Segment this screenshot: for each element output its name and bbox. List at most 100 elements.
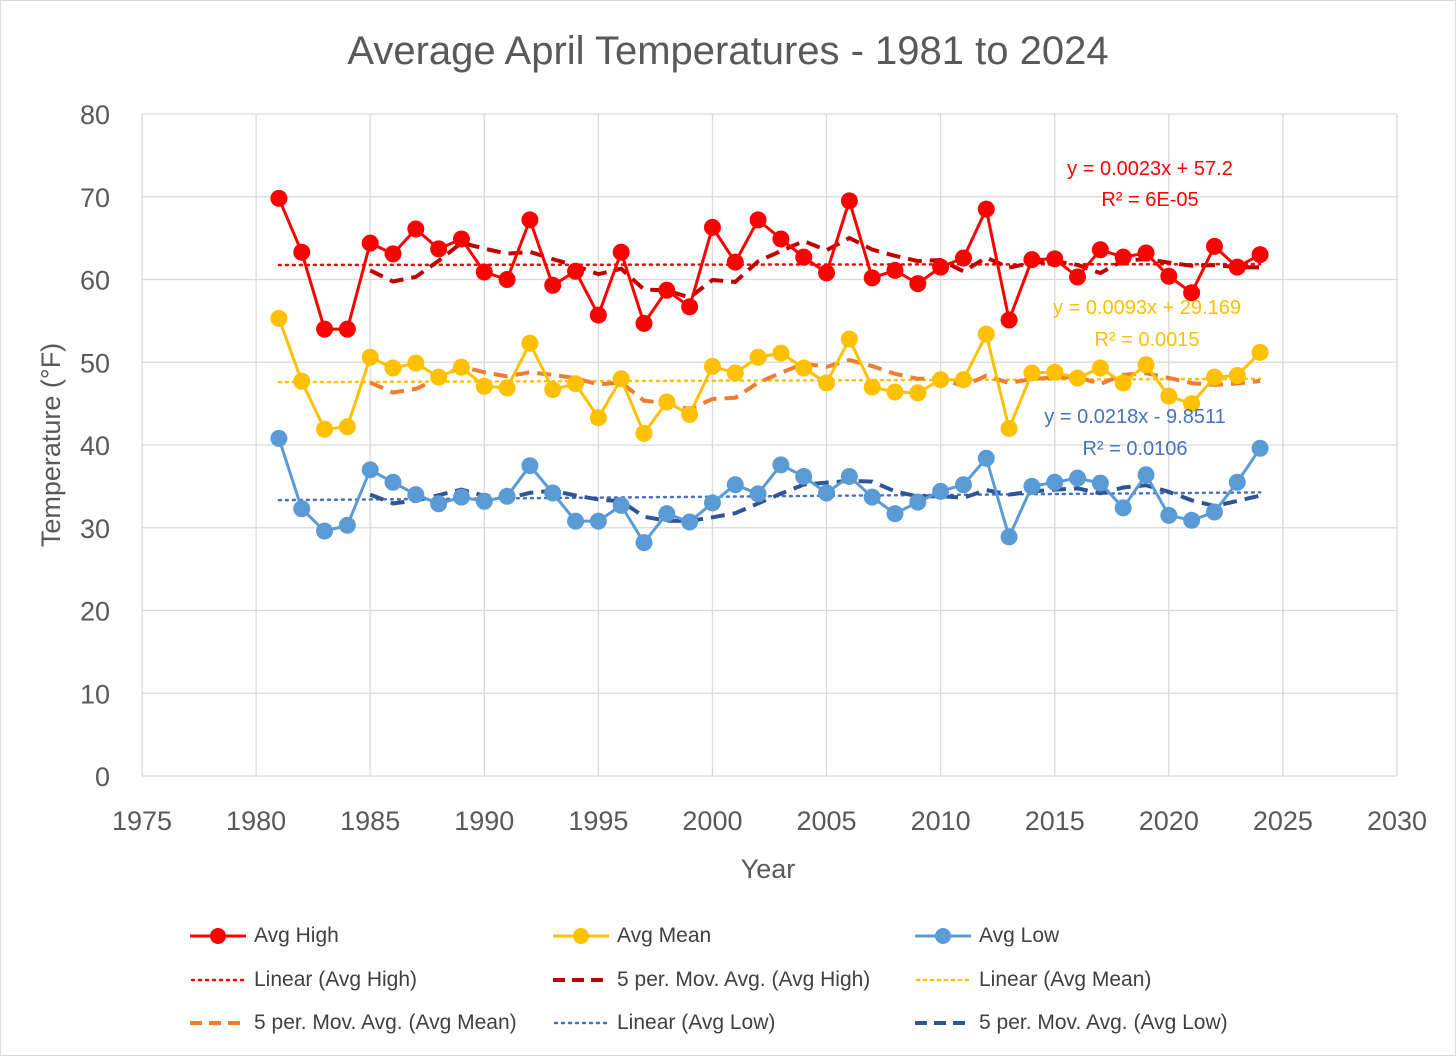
avg-low-point	[1183, 511, 1201, 529]
avg-mean-point	[1091, 359, 1109, 377]
avg-mean-point	[703, 357, 721, 375]
avg-mean-point	[1205, 368, 1223, 386]
x-tick-label: 1985	[340, 806, 400, 836]
avg-high-point	[430, 240, 448, 258]
avg-mean-point	[316, 420, 334, 438]
avg-low-point	[384, 473, 402, 491]
avg-low-point	[932, 482, 950, 500]
avg-mean-trend-equation: y = 0.0093x + 29.169	[1053, 297, 1241, 319]
x-tick-label: 2000	[682, 806, 742, 836]
avg-low-point	[567, 512, 585, 530]
avg-high-point	[407, 220, 425, 238]
avg-high-point	[818, 264, 836, 282]
avg-mean-trend-r2: R² = 0.0015	[1094, 329, 1199, 351]
avg-high-point	[726, 253, 744, 271]
avg-mean-point	[818, 374, 836, 392]
avg-mean-point	[407, 354, 425, 372]
avg-mean-point	[1114, 374, 1132, 392]
avg-high-point	[1205, 237, 1223, 255]
avg-high-point	[954, 249, 972, 267]
avg-high-moving-average-line	[369, 235, 1261, 300]
legend-item: Linear (Avg Low)	[553, 1008, 775, 1038]
avg-low-point	[977, 449, 995, 467]
avg-mean-point	[1046, 363, 1064, 381]
avg-low-point	[681, 513, 699, 531]
legend-label: Avg High	[254, 924, 339, 947]
avg-low-point	[521, 457, 539, 475]
legend-label: Avg Mean	[617, 924, 712, 947]
avg-low-point	[589, 512, 607, 530]
avg-high-point	[316, 320, 334, 338]
legend-label: 5 per. Mov. Avg. (Avg Low)	[979, 1011, 1228, 1034]
legend-item: 5 per. Mov. Avg. (Avg Mean)	[190, 1008, 517, 1038]
avg-mean-point	[681, 405, 699, 423]
avg-mean-point	[840, 330, 858, 348]
avg-high-point	[589, 306, 607, 324]
legend-swatch-icon	[915, 978, 973, 982]
avg-low-point	[886, 505, 904, 523]
avg-mean-point	[1160, 387, 1178, 405]
avg-low-trend-equation: y = 0.0218x - 9.8511	[1044, 406, 1225, 428]
avg-high-point	[452, 230, 470, 248]
legend-item: 5 per. Mov. Avg. (Avg High)	[553, 965, 870, 995]
avg-mean-point	[749, 348, 767, 366]
legend-swatch-icon	[190, 928, 246, 944]
x-tick-label: 1990	[454, 806, 514, 836]
y-axis-label: Temperature (°F)	[36, 343, 66, 547]
avg-high-point	[1023, 251, 1041, 269]
avg-mean-point	[635, 424, 653, 442]
legend-item: Avg Mean	[553, 921, 711, 951]
avg-mean-point	[1251, 343, 1269, 361]
avg-mean-point	[795, 359, 813, 377]
avg-mean-point	[521, 334, 539, 352]
legend-item: Avg High	[190, 921, 339, 951]
y-tick-label: 0	[95, 762, 110, 792]
avg-low-point	[1046, 473, 1064, 491]
avg-mean-point	[475, 377, 493, 395]
avg-low-point	[1091, 474, 1109, 492]
legend-swatch-icon	[915, 928, 971, 944]
avg-low-point	[430, 495, 448, 513]
avg-high-point	[1183, 284, 1201, 302]
legend-swatch-icon	[553, 978, 609, 982]
avg-mean-point	[772, 344, 790, 362]
legend-label: Linear (Avg High)	[254, 968, 418, 991]
y-tick-label: 10	[80, 679, 110, 709]
avg-high-point	[932, 258, 950, 276]
avg-mean-point	[1023, 364, 1041, 382]
legend-item: Linear (Avg Mean)	[915, 965, 1151, 995]
avg-mean-point	[384, 359, 402, 377]
avg-mean-point	[726, 364, 744, 382]
avg-mean-point	[270, 309, 288, 327]
x-tick-label: 2025	[1253, 806, 1313, 836]
y-tick-label: 20	[80, 597, 110, 627]
avg-low-point	[795, 467, 813, 485]
x-tick-label: 2005	[797, 806, 857, 836]
y-tick-label: 50	[80, 348, 110, 378]
legend-swatch-icon	[190, 1021, 246, 1025]
x-tick-label: 2015	[1025, 806, 1085, 836]
avg-low-point	[1251, 439, 1269, 457]
y-tick-label: 80	[80, 100, 110, 130]
avg-mean-point	[909, 384, 927, 402]
avg-high-point	[840, 192, 858, 210]
avg-high-point	[612, 243, 630, 261]
avg-low-point	[270, 429, 288, 447]
x-axis-label: Year	[741, 854, 796, 884]
avg-high-point	[1000, 311, 1018, 329]
legend-swatch-icon	[553, 1021, 611, 1025]
avg-high-point	[270, 189, 288, 207]
avg-high-point	[909, 275, 927, 293]
avg-low-point	[909, 493, 927, 511]
avg-low-point	[316, 522, 334, 540]
avg-mean-point	[886, 383, 904, 401]
avg-high-point	[521, 211, 539, 229]
avg-low-point	[1069, 469, 1087, 487]
x-tick-label: 2020	[1139, 806, 1199, 836]
avg-low-point	[954, 476, 972, 494]
avg-high-point	[635, 314, 653, 332]
x-tick-label: 1995	[568, 806, 628, 836]
y-tick-label: 30	[80, 514, 110, 544]
avg-high-point	[1137, 244, 1155, 262]
